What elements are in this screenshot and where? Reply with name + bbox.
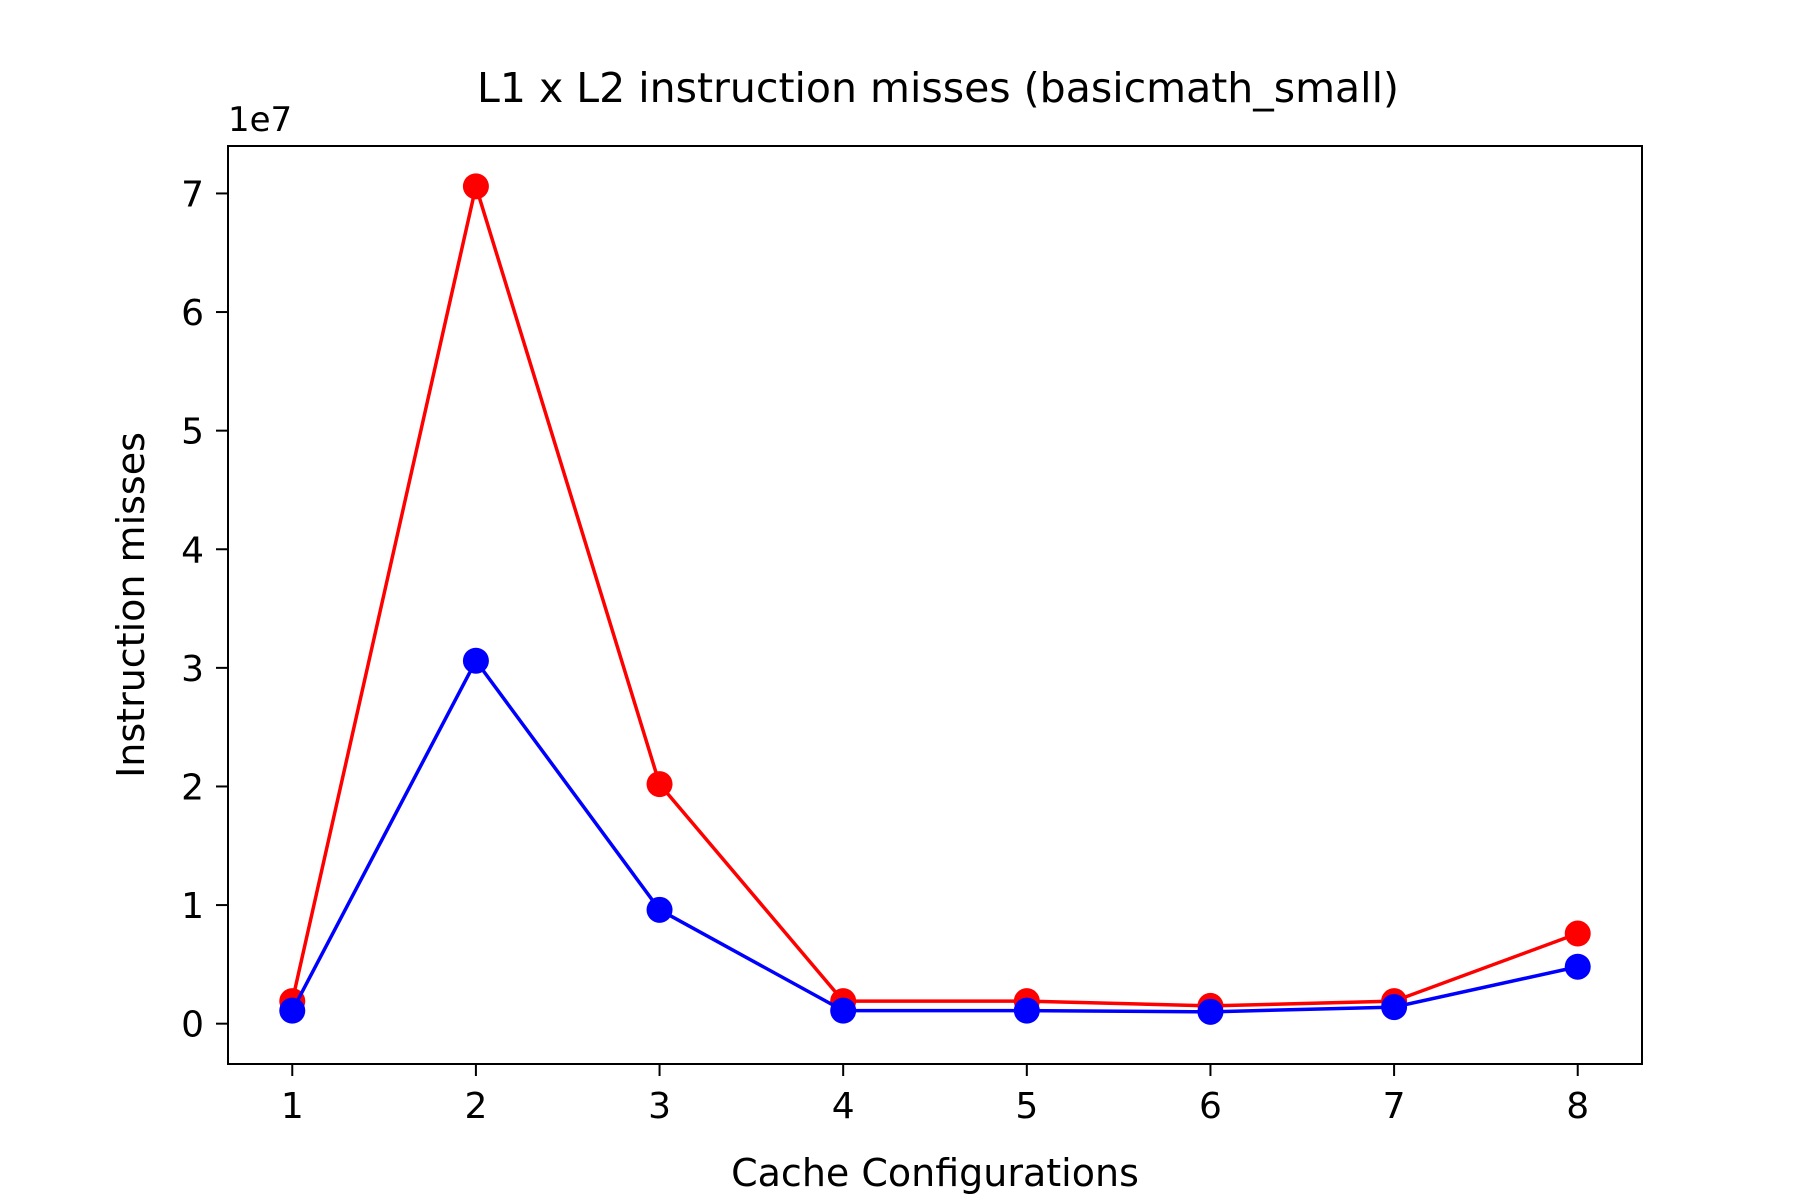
y-axis-label: Instruction misses [109, 432, 153, 778]
x-axis-label: Cache Configurations [731, 1151, 1139, 1195]
series-1-point-2 [462, 173, 489, 200]
series-2 [279, 647, 1591, 1025]
y-tick-label-3: 3 [181, 649, 204, 690]
y-tick-label-5: 5 [181, 412, 204, 453]
x-tick-label-5: 5 [1015, 1086, 1038, 1127]
y-tick-label-7: 7 [181, 174, 204, 215]
chart-title: L1 x L2 instruction misses (basicmath_sm… [477, 64, 1399, 112]
series-1 [279, 173, 1591, 1019]
y-axis-ticks: 0 1 2 3 4 5 6 7 [181, 174, 228, 1046]
plot-frame [227, 145, 1643, 1065]
y-tick-label-2: 2 [181, 767, 204, 808]
series-1-line [290, 184, 1579, 1008]
x-tick-label-2: 2 [464, 1086, 487, 1127]
y-tick-label-6: 6 [181, 293, 204, 334]
series-2-point-3 [646, 896, 673, 923]
y-tick-label-1: 1 [181, 886, 204, 927]
x-tick-label-7: 7 [1383, 1086, 1406, 1127]
series-2-line [290, 658, 1579, 1014]
series-2-point-8 [1564, 953, 1591, 980]
series-2-point-5 [1013, 997, 1040, 1024]
series-2-point-1 [279, 997, 306, 1024]
x-tick-label-1: 1 [281, 1086, 304, 1127]
y-tick-label-4: 4 [181, 530, 204, 571]
y-offset-label: 1e7 [228, 100, 292, 140]
x-tick-label-6: 6 [1199, 1086, 1222, 1127]
series-2-point-6 [1197, 998, 1224, 1025]
series-layer [279, 173, 1591, 1025]
series-2-point-7 [1381, 994, 1408, 1021]
series-2-point-2 [462, 647, 489, 674]
series-1-point-3 [646, 771, 673, 798]
series-2-point-4 [830, 997, 857, 1024]
series-1-point-8 [1564, 920, 1591, 947]
y-tick-label-0: 0 [181, 1005, 204, 1046]
x-tick-label-3: 3 [648, 1086, 671, 1127]
x-tick-label-8: 8 [1566, 1086, 1589, 1127]
x-axis-ticks: 1 2 3 4 5 6 7 8 [281, 1064, 1589, 1127]
x-tick-label-4: 4 [832, 1086, 855, 1127]
